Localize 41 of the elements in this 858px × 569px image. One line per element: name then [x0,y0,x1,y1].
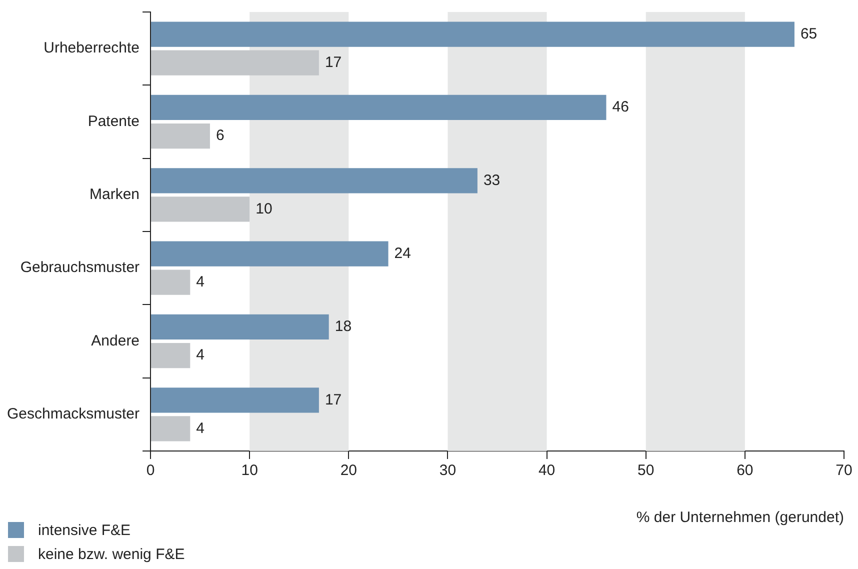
x-tick-label: 40 [538,462,556,480]
x-tick-label: 60 [736,462,754,480]
bar [151,168,478,194]
bar [151,123,210,149]
bar [151,342,190,368]
bar [151,196,250,222]
x-tick-label: 10 [241,462,258,480]
data-label: 17 [324,54,342,71]
legend-label: keine bzw. wenig F&E [38,546,185,562]
data-label: 4 [196,273,204,290]
y-tick-label: Marken [90,186,140,204]
data-label: 10 [256,200,272,218]
data-label: 33 [483,172,500,189]
bar [151,50,319,76]
data-label: 17 [324,391,342,408]
y-tick-label: Andere [91,332,140,350]
data-label: 65 [800,25,818,42]
y-tick-label: Patente [88,112,140,130]
bar [151,388,319,413]
bar [151,22,794,47]
bar [151,270,190,295]
y-tick-label: Urheberrechte [44,40,140,57]
x-tick-label: 0 [146,462,155,480]
bar [151,94,606,120]
x-axis-title: % der Unternehmen (gerundet) [636,509,844,526]
data-label: 4 [196,346,204,364]
x-tick-label: 50 [638,462,654,480]
data-label: 6 [216,127,224,144]
x-tick-label: 30 [439,462,456,480]
x-tick-label: 20 [340,462,358,480]
bar [151,314,329,340]
data-label: 18 [334,318,352,336]
data-label: 4 [196,420,204,437]
y-tick-label: Geschmacksmuster [6,406,140,423]
y-tick-label: Gebrauchsmuster [20,259,140,276]
bar [151,241,388,266]
x-tick-label: 70 [836,462,852,480]
data-label: 24 [394,244,411,262]
bar [151,416,190,442]
legend-label: intensive F&E [38,522,131,538]
data-label: 46 [612,98,629,116]
